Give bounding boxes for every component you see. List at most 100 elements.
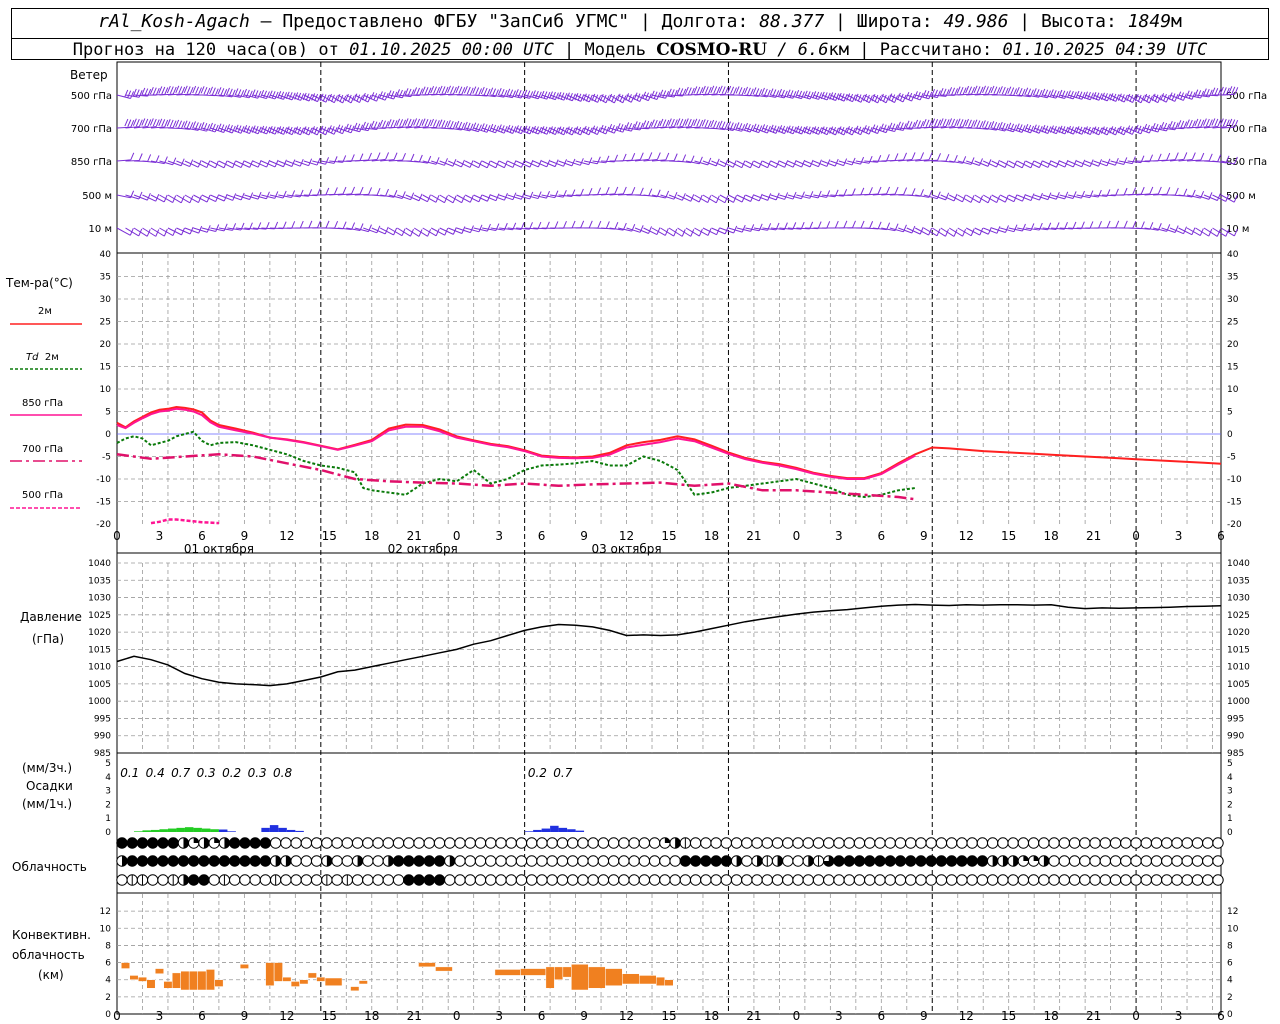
wind-barb-flag bbox=[181, 86, 186, 95]
wind-barb-flag bbox=[486, 88, 491, 97]
wind-barb-flag bbox=[198, 87, 202, 95]
cloud-symbol bbox=[269, 837, 282, 849]
cloud-symbol bbox=[351, 837, 364, 849]
wind-barb bbox=[881, 127, 895, 133]
wind-barb-flag bbox=[630, 123, 635, 132]
cloud-circle bbox=[259, 837, 272, 849]
wind-barb bbox=[1136, 160, 1150, 163]
temp-y-tick-left: 10 bbox=[100, 385, 112, 395]
wind-barb-flag bbox=[566, 92, 570, 100]
wind-barb-flag bbox=[268, 90, 273, 98]
cloud-symbol bbox=[751, 855, 763, 867]
wind-barb bbox=[694, 93, 709, 96]
header-line-2: Прогноз на 120 часа(ов) от 01.10.2025 00… bbox=[12, 38, 1268, 60]
conv-bar bbox=[664, 979, 674, 986]
wind-barb bbox=[966, 160, 980, 166]
wind-barb bbox=[694, 227, 709, 236]
wind-barb-flag bbox=[919, 226, 924, 235]
wind-barb-flag bbox=[147, 154, 152, 162]
cloud-symbol bbox=[1171, 855, 1183, 867]
provider-text: Предоставлено ФГБУ "ЗапСиб УГМС" bbox=[282, 11, 630, 32]
wind-barb bbox=[753, 194, 768, 201]
wind-barb bbox=[991, 160, 1006, 168]
wind-barb-flag bbox=[1123, 157, 1128, 165]
wind-barb-flag bbox=[763, 88, 768, 97]
hour-tick-label-bottom: 6 bbox=[877, 1009, 885, 1023]
wind-barb-flag bbox=[200, 86, 205, 94]
wind-barb-flag bbox=[902, 94, 907, 103]
cloud-circle bbox=[925, 855, 937, 867]
cloud-symbol bbox=[188, 837, 200, 849]
wind-barb-flag bbox=[1216, 193, 1221, 201]
wind-barb bbox=[456, 160, 471, 168]
cloud-circle bbox=[884, 837, 896, 849]
cloud-symbol bbox=[556, 874, 569, 886]
wind-barb-flag bbox=[1132, 220, 1137, 229]
wind-barb-flag bbox=[413, 87, 418, 95]
wind-barb bbox=[482, 227, 497, 232]
wind-barb-flag bbox=[342, 221, 347, 229]
wind-barb bbox=[235, 227, 250, 231]
wind-barb-flag bbox=[1024, 87, 1029, 95]
wind-barb bbox=[685, 194, 700, 203]
wind-barb-flag bbox=[713, 120, 718, 129]
wind-barb bbox=[541, 160, 556, 168]
cloud-symbol bbox=[1007, 874, 1019, 886]
temp-y-tick-left: 0 bbox=[105, 430, 111, 440]
wind-barb bbox=[1051, 227, 1065, 230]
cloud-symbol bbox=[1212, 874, 1224, 886]
wind-barb-flag bbox=[987, 86, 992, 95]
wind-barb-flag bbox=[627, 94, 632, 102]
cloud-symbol bbox=[157, 855, 169, 867]
wind-barb-flag bbox=[755, 124, 760, 132]
wind-barb-flag bbox=[367, 94, 372, 103]
wind-barb bbox=[770, 227, 785, 231]
wind-barb bbox=[252, 160, 267, 168]
cloud-symbol bbox=[1099, 837, 1112, 849]
legend-2m-label: 2м bbox=[38, 306, 52, 317]
cloud-circle bbox=[628, 855, 640, 867]
cloud-symbol bbox=[802, 837, 814, 849]
cloud-circle bbox=[761, 837, 774, 849]
wind-barb-flag bbox=[291, 92, 296, 101]
wind-barb-flag bbox=[707, 86, 712, 95]
wind-barb-flag bbox=[540, 126, 545, 134]
wind-barb bbox=[702, 227, 717, 236]
cloud-symbol bbox=[126, 837, 138, 849]
wind-barb bbox=[1186, 194, 1201, 199]
wind-barb-flag bbox=[636, 93, 641, 101]
wind-barb-flag bbox=[786, 89, 791, 97]
wind-barb bbox=[1195, 94, 1210, 98]
header-sep-1: | bbox=[629, 11, 662, 32]
wind-barb bbox=[1203, 227, 1218, 237]
wind-barb bbox=[651, 227, 666, 236]
conv-y-tick-left: 10 bbox=[100, 924, 112, 934]
wind-barb bbox=[881, 193, 896, 196]
wind-barb-flag bbox=[214, 124, 219, 133]
wind-barb-flag bbox=[529, 91, 534, 99]
wind-barb-flag bbox=[877, 186, 882, 195]
conv-bar bbox=[545, 966, 555, 989]
wind-barb bbox=[524, 160, 539, 168]
wind-barb bbox=[380, 194, 394, 198]
temp-y-tick-left: 35 bbox=[100, 273, 111, 283]
cloud-circle bbox=[382, 837, 395, 849]
wind-barb-flag bbox=[778, 88, 783, 97]
cloud-circle bbox=[812, 874, 825, 886]
wind-barb-flag bbox=[976, 120, 981, 128]
wind-barb bbox=[745, 127, 759, 134]
wind-barb-flag bbox=[413, 118, 418, 126]
wind-barb-flag bbox=[444, 86, 449, 95]
cloud-circle bbox=[1181, 837, 1193, 849]
wind-barb bbox=[796, 194, 810, 199]
wind-barb-flag bbox=[1188, 91, 1193, 99]
wind-barb bbox=[558, 194, 572, 198]
wind-barb-flag bbox=[885, 125, 890, 133]
wind-barb bbox=[592, 160, 606, 164]
cloud-symbol bbox=[444, 837, 456, 849]
cloud-circle bbox=[976, 837, 989, 849]
altitude-value: 1849 bbox=[1127, 11, 1172, 32]
cloud-symbol bbox=[730, 855, 743, 867]
wind-barb-flag bbox=[446, 120, 451, 128]
wind-barb bbox=[1152, 127, 1167, 132]
